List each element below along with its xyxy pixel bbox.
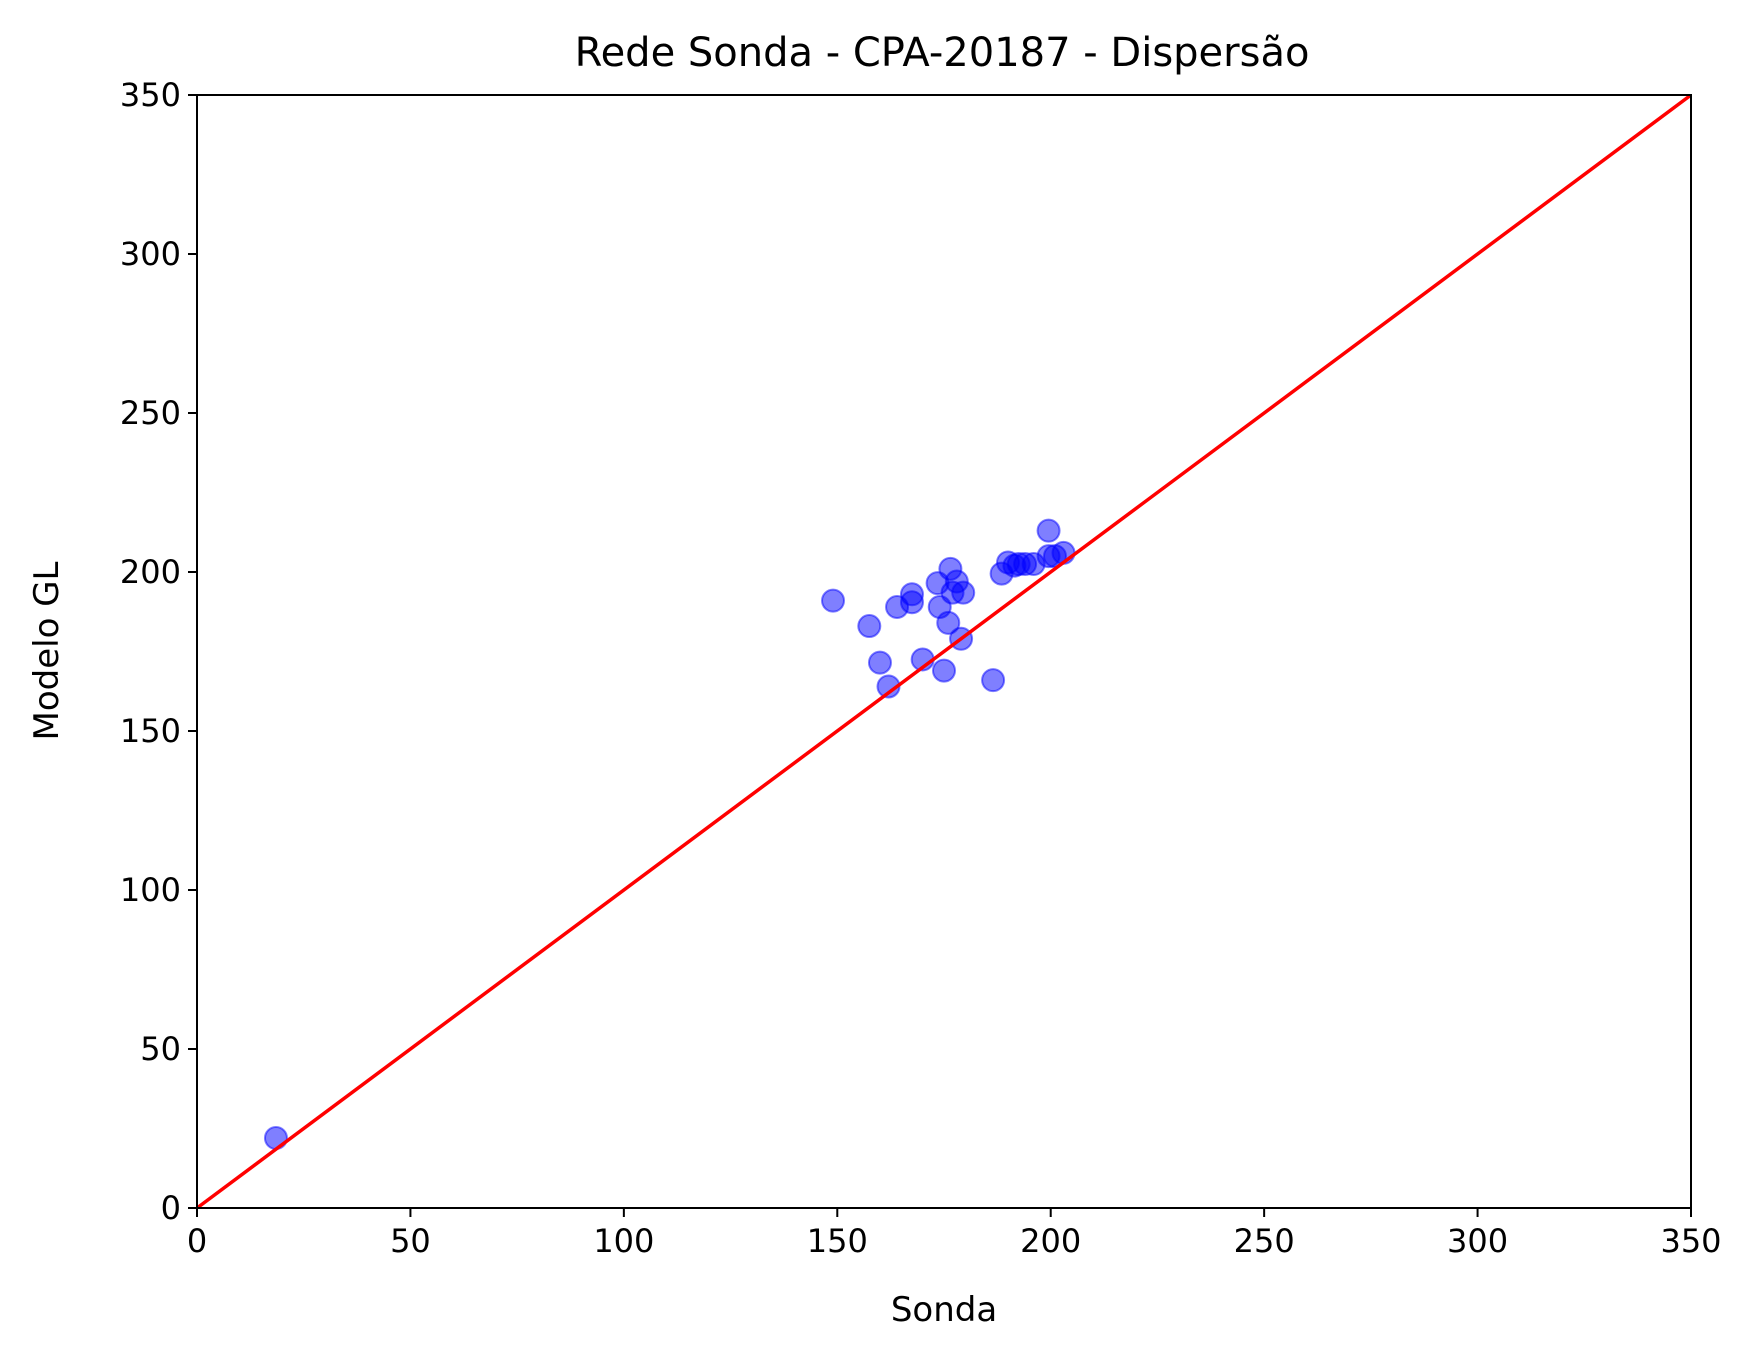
- y-tick-label: 100: [120, 871, 181, 909]
- data-point: [821, 588, 846, 613]
- plot-area: [197, 95, 1691, 1208]
- data-point: [936, 610, 961, 635]
- scatter-points: [263, 518, 1076, 1151]
- x-tick-label: 100: [593, 1222, 654, 1260]
- chart-title: Rede Sonda - CPA-20187 - Dispersão: [575, 30, 1310, 76]
- y-tick-label: 50: [140, 1030, 181, 1068]
- data-point: [867, 650, 892, 675]
- x-tick-label: 250: [1234, 1222, 1295, 1260]
- x-tick-label: 300: [1447, 1222, 1508, 1260]
- data-point: [263, 1126, 288, 1151]
- y-tick-label: 300: [120, 235, 181, 273]
- data-point: [981, 668, 1006, 693]
- plot-frame: [196, 94, 1692, 1209]
- x-axis-label: Sonda: [891, 1290, 997, 1330]
- y-axis-ticks: 0 50 100 150 200 250 300 350: [120, 76, 197, 1227]
- x-tick-label: 350: [1660, 1222, 1721, 1260]
- x-tick-label: 200: [1020, 1222, 1081, 1260]
- data-point: [857, 614, 882, 639]
- data-point: [899, 582, 924, 607]
- x-axis-ticks: 0 50 100 150 200 250 300 350: [187, 1208, 1722, 1260]
- data-point: [932, 658, 956, 683]
- x-tick-label: 50: [390, 1222, 431, 1260]
- y-tick-label: 250: [120, 394, 181, 432]
- x-tick-label: 150: [807, 1222, 868, 1260]
- reference-line: [197, 95, 1691, 1208]
- y-tick-label: 150: [120, 712, 181, 750]
- y-tick-label: 350: [120, 76, 181, 114]
- y-axis-label: Modelo GL: [27, 561, 67, 740]
- x-tick-label: 0: [187, 1222, 207, 1260]
- data-point: [951, 580, 976, 605]
- y-tick-label: 0: [161, 1189, 181, 1227]
- data-point: [1036, 518, 1061, 543]
- y-tick-label: 200: [120, 553, 181, 591]
